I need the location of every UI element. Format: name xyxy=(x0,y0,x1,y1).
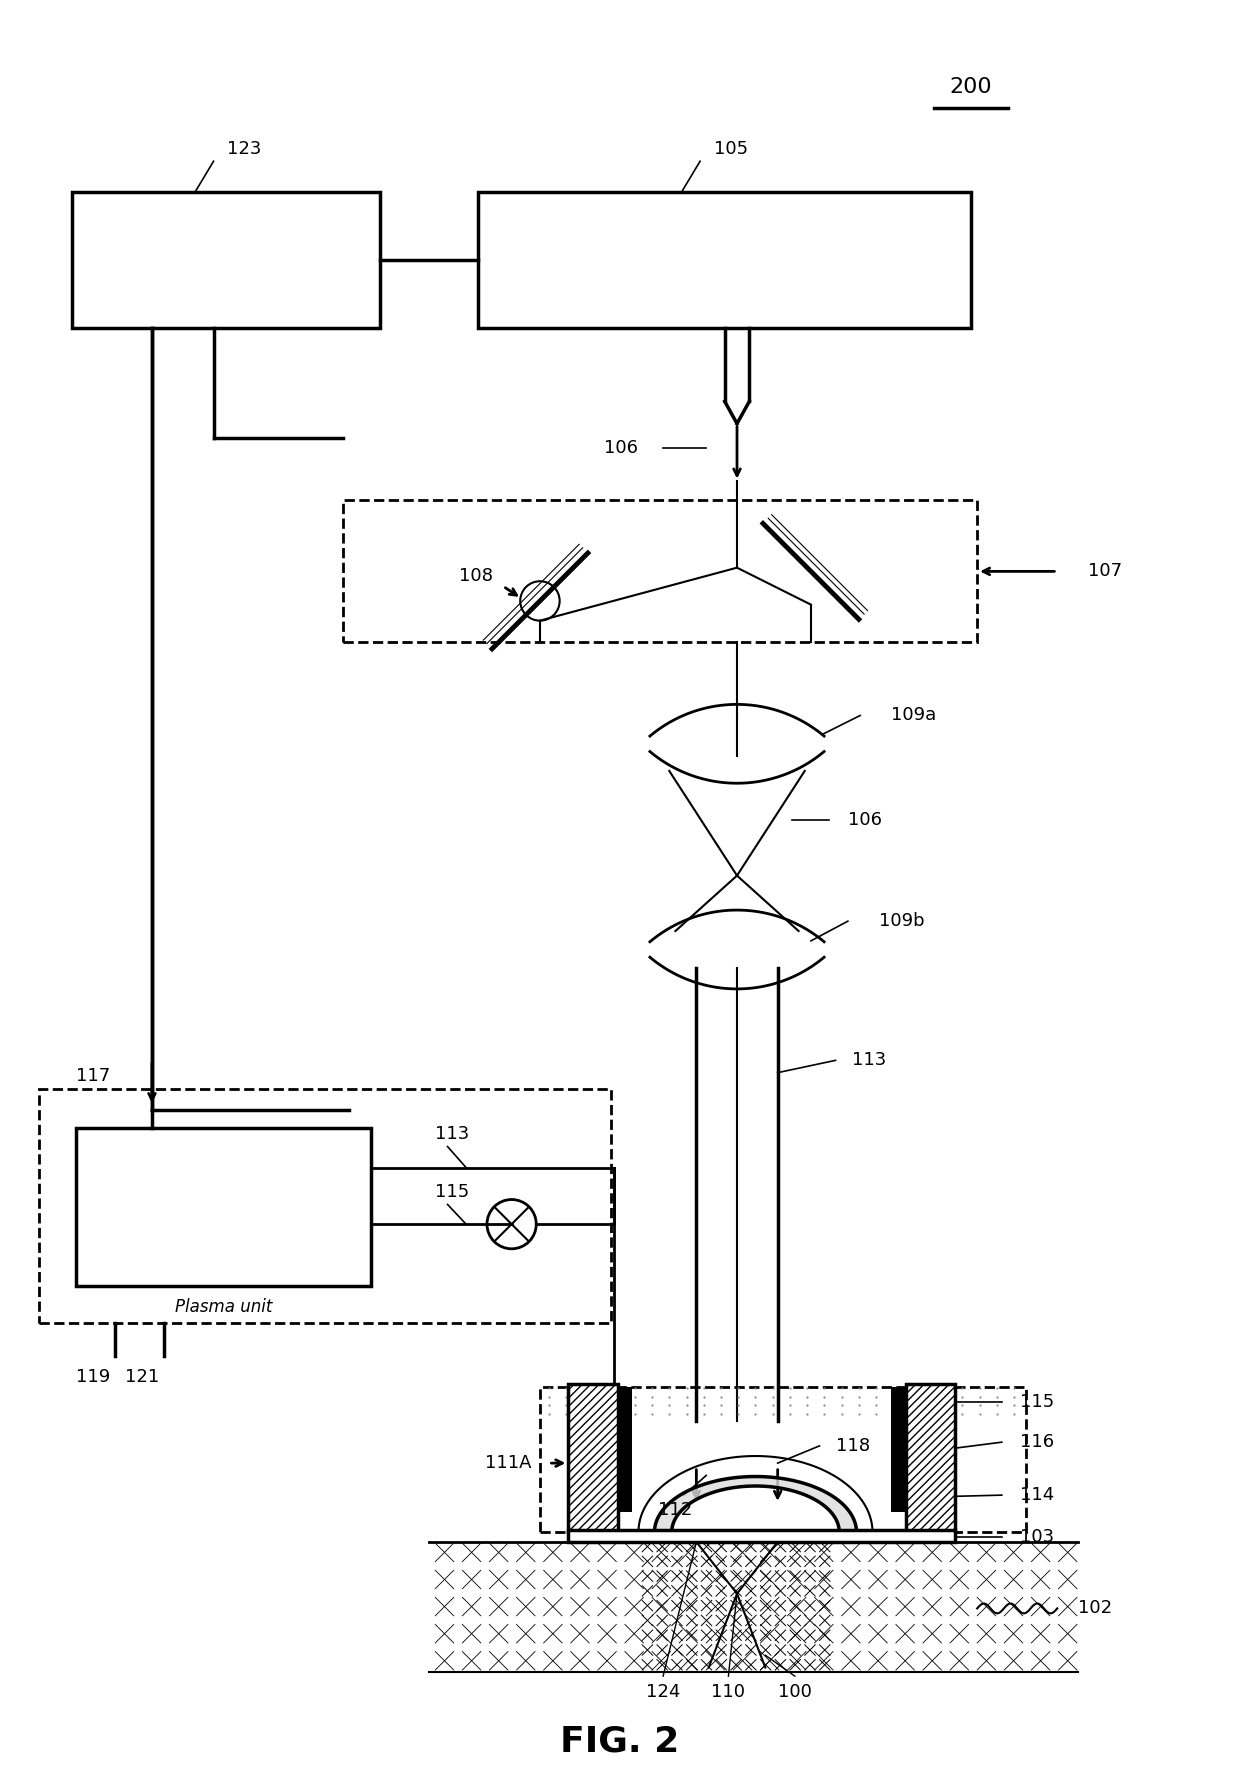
Text: 103: 103 xyxy=(1021,1528,1054,1546)
Text: 113: 113 xyxy=(435,1125,470,1143)
Text: 118: 118 xyxy=(836,1436,869,1454)
Polygon shape xyxy=(655,1477,857,1532)
Text: 119: 119 xyxy=(76,1367,110,1385)
Text: 100: 100 xyxy=(777,1682,812,1702)
Bar xyxy=(568,1530,955,1543)
Bar xyxy=(618,1387,632,1512)
Text: 113: 113 xyxy=(852,1051,885,1068)
Text: 200: 200 xyxy=(950,78,992,97)
Bar xyxy=(72,193,379,327)
Text: 111A: 111A xyxy=(485,1454,531,1472)
Text: 109a: 109a xyxy=(892,706,936,725)
Bar xyxy=(539,1387,1027,1532)
Text: 116: 116 xyxy=(1021,1433,1054,1451)
Text: 115: 115 xyxy=(435,1183,470,1201)
Text: 109b: 109b xyxy=(879,913,924,930)
Text: 121: 121 xyxy=(125,1367,159,1385)
Text: 110: 110 xyxy=(712,1682,745,1702)
Text: 112: 112 xyxy=(658,1500,693,1520)
Bar xyxy=(76,1129,371,1286)
Text: 117: 117 xyxy=(76,1067,110,1086)
Bar xyxy=(479,193,971,327)
Text: 106: 106 xyxy=(604,439,639,456)
Text: 108: 108 xyxy=(459,568,492,586)
Text: 107: 107 xyxy=(1087,563,1122,580)
Bar xyxy=(905,1385,955,1532)
Text: 115: 115 xyxy=(1021,1392,1054,1410)
Bar xyxy=(38,1088,611,1323)
Bar xyxy=(343,501,977,642)
Text: 102: 102 xyxy=(1079,1599,1112,1617)
Text: 114: 114 xyxy=(1021,1486,1054,1504)
Bar xyxy=(892,1387,905,1512)
Text: 106: 106 xyxy=(848,812,882,830)
Text: 123: 123 xyxy=(227,140,262,157)
Text: 124: 124 xyxy=(646,1682,681,1702)
Text: Plasma unit: Plasma unit xyxy=(175,1298,272,1316)
Text: FIG. 2: FIG. 2 xyxy=(560,1725,680,1758)
Text: 105: 105 xyxy=(714,140,748,157)
Bar xyxy=(568,1385,618,1532)
